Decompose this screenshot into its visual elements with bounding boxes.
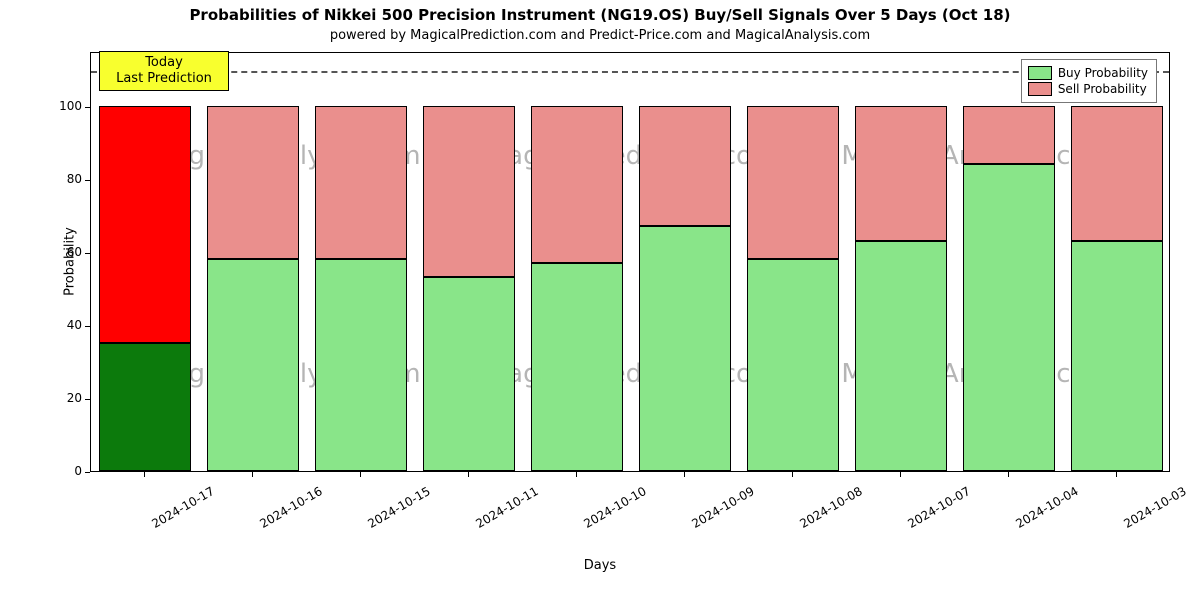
- ytick-label: 40: [42, 318, 82, 332]
- sell-bar: [531, 106, 624, 263]
- xtick-mark: [468, 472, 469, 477]
- bar-group: [315, 51, 408, 471]
- buy-bar: [855, 241, 948, 471]
- chart-title: Probabilities of Nikkei 500 Precision In…: [0, 6, 1200, 24]
- xtick-label: 2024-10-08: [797, 484, 864, 531]
- watermark-text: MagicalPrediction.com: [485, 141, 778, 171]
- xtick-label: 2024-10-11: [473, 484, 540, 531]
- xtick-mark: [684, 472, 685, 477]
- sell-bar: [1071, 106, 1164, 241]
- sell-bar: [315, 106, 408, 259]
- xtick-label: 2024-10-03: [1121, 484, 1188, 531]
- bar-group: [747, 51, 840, 471]
- xtick-mark: [360, 472, 361, 477]
- ytick-mark: [85, 180, 90, 181]
- xtick-mark: [252, 472, 253, 477]
- xtick-mark: [576, 472, 577, 477]
- ytick-label: 80: [42, 172, 82, 186]
- sell-bar: [747, 106, 840, 259]
- sell-bar: [99, 106, 192, 343]
- bar-group: [531, 51, 624, 471]
- figure: Probabilities of Nikkei 500 Precision In…: [0, 0, 1200, 600]
- watermark-text: MagicalPrediction.com: [485, 359, 778, 389]
- ytick-label: 60: [42, 245, 82, 259]
- xtick-mark: [900, 472, 901, 477]
- xtick-label: 2024-10-07: [905, 484, 972, 531]
- sell-bar: [423, 106, 516, 278]
- buy-bar: [531, 263, 624, 471]
- bar-group: [423, 51, 516, 471]
- buy-bar: [747, 259, 840, 471]
- xtick-label: 2024-10-15: [365, 484, 432, 531]
- xtick-label: 2024-10-10: [581, 484, 648, 531]
- xtick-mark: [1116, 472, 1117, 477]
- buy-bar: [315, 259, 408, 471]
- bar-group: [855, 51, 948, 471]
- xtick-mark: [792, 472, 793, 477]
- ytick-mark: [85, 107, 90, 108]
- buy-bar: [639, 226, 732, 471]
- ytick-label: 0: [42, 464, 82, 478]
- bar-group: [639, 51, 732, 471]
- ytick-label: 20: [42, 391, 82, 405]
- ytick-mark: [85, 326, 90, 327]
- chart-subtitle: powered by MagicalPrediction.com and Pre…: [0, 28, 1200, 43]
- xtick-label: 2024-10-16: [257, 484, 324, 531]
- xtick-mark: [1008, 472, 1009, 477]
- xtick-mark: [144, 472, 145, 477]
- ytick-mark: [85, 472, 90, 473]
- sell-bar: [963, 106, 1056, 164]
- ytick-mark: [85, 399, 90, 400]
- xtick-label: 2024-10-04: [1013, 484, 1080, 531]
- bar-group: [207, 51, 300, 471]
- buy-bar: [423, 277, 516, 471]
- bar-group: [963, 51, 1056, 471]
- x-axis-label: Days: [0, 558, 1200, 573]
- ytick-mark: [85, 253, 90, 254]
- ytick-label: 100: [42, 99, 82, 113]
- buy-bar: [1071, 241, 1164, 471]
- bar-group: [1071, 51, 1164, 471]
- buy-bar: [99, 343, 192, 471]
- sell-bar: [207, 106, 300, 259]
- buy-bar: [963, 164, 1056, 471]
- sell-bar: [639, 106, 732, 227]
- xtick-label: 2024-10-17: [149, 484, 216, 531]
- buy-bar: [207, 259, 300, 471]
- plot-area: Today Last Prediction Buy ProbabilitySel…: [90, 52, 1170, 472]
- sell-bar: [855, 106, 948, 241]
- xtick-label: 2024-10-09: [689, 484, 756, 531]
- y-axis-label: Probability: [63, 212, 78, 312]
- bar-group: [99, 51, 192, 471]
